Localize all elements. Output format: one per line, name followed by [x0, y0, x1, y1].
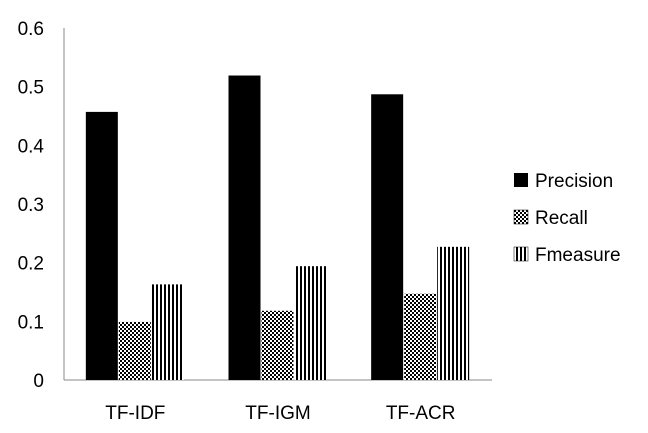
bar-precision-tf-idf: [85, 111, 118, 380]
y-tick-label: 0.4: [18, 136, 45, 157]
category-labels: TF-IDF TF-IGM TF-ACR: [105, 403, 455, 424]
bar-fmeasure-tf-acr: [437, 246, 470, 380]
category-label: TF-IDF: [105, 403, 165, 424]
bar-recall-tf-acr: [404, 293, 437, 380]
bar-precision-tf-igm: [228, 75, 261, 381]
bar-fmeasure-tf-idf: [151, 284, 184, 380]
bar-fmeasure-tf-igm: [294, 266, 327, 380]
y-tick-label: 0.3: [18, 195, 44, 216]
legend-label-fmeasure: Fmeasure: [535, 245, 621, 266]
bar-precision-tf-acr: [371, 94, 404, 380]
legend-label-precision: Precision: [535, 171, 613, 192]
category-label: TF-IGM: [245, 403, 310, 424]
legend: Precision Recall Fmeasure: [513, 171, 621, 266]
bar-recall-tf-igm: [261, 310, 294, 380]
legend-swatch-fmeasure: [513, 246, 529, 262]
y-tick-label: 0.1: [18, 312, 44, 333]
legend-label-recall: Recall: [535, 208, 588, 229]
legend-swatch-precision: [514, 173, 528, 187]
y-tick-label: 0.2: [18, 254, 44, 275]
bar-recall-tf-idf: [118, 321, 151, 380]
y-tick-label: 0.5: [18, 78, 44, 99]
bars: [85, 75, 470, 381]
y-tick-label: 0.6: [18, 19, 44, 40]
y-tick-labels: 0 0.1 0.2 0.3 0.4 0.5 0.6: [18, 19, 45, 392]
legend-swatch-recall: [513, 209, 529, 225]
category-label: TF-ACR: [386, 403, 456, 424]
y-tick-label: 0: [33, 371, 44, 392]
